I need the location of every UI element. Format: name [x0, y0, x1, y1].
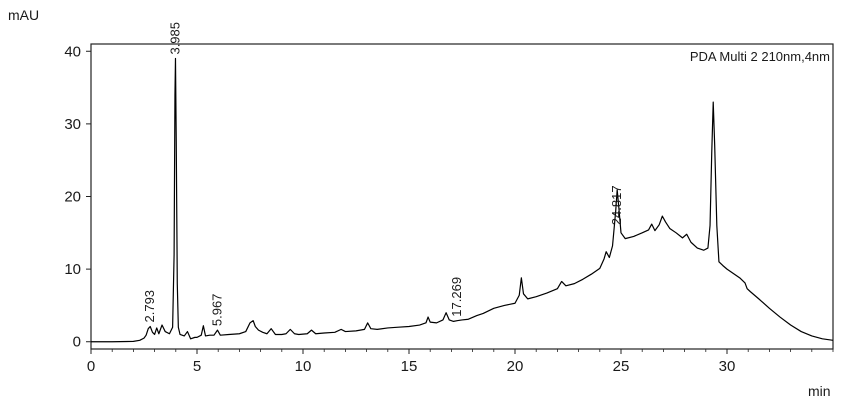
- x-tick-label: 30: [719, 358, 736, 375]
- peak-label: 2.793: [142, 290, 157, 323]
- x-tick-label: 20: [507, 358, 524, 375]
- series-line: [91, 57, 834, 343]
- y-tick-label: 0: [73, 334, 81, 351]
- x-tick-label: 15: [401, 358, 418, 375]
- y-tick-label: 30: [64, 116, 81, 133]
- legend-entry: PDA Multi 2 210nm,4nm: [690, 49, 830, 64]
- x-tick-label: 10: [295, 358, 312, 375]
- series-layer: [91, 57, 834, 343]
- x-axis: 0 5 10 15 20 25 30: [87, 349, 834, 375]
- y-tick-label: 40: [64, 43, 81, 60]
- peak-label: 5.967: [210, 294, 225, 327]
- x-tick-label: 25: [613, 358, 630, 375]
- peak-labels: 2.793 3.985 5.967 17.269 24.817: [142, 22, 624, 326]
- y-tick-label: 10: [64, 261, 81, 278]
- x-tick-label: 5: [193, 358, 201, 375]
- peak-label: 24.817: [609, 185, 624, 225]
- y-axis-unit: mAU: [8, 7, 39, 23]
- peak-label: 17.269: [449, 277, 464, 317]
- y-tick-label: 20: [64, 189, 81, 206]
- peak-label: 3.985: [167, 22, 182, 55]
- x-axis-unit: min: [808, 383, 831, 399]
- x-tick-label: 0: [87, 358, 95, 375]
- y-axis: 0 10 20 30 40: [64, 43, 91, 351]
